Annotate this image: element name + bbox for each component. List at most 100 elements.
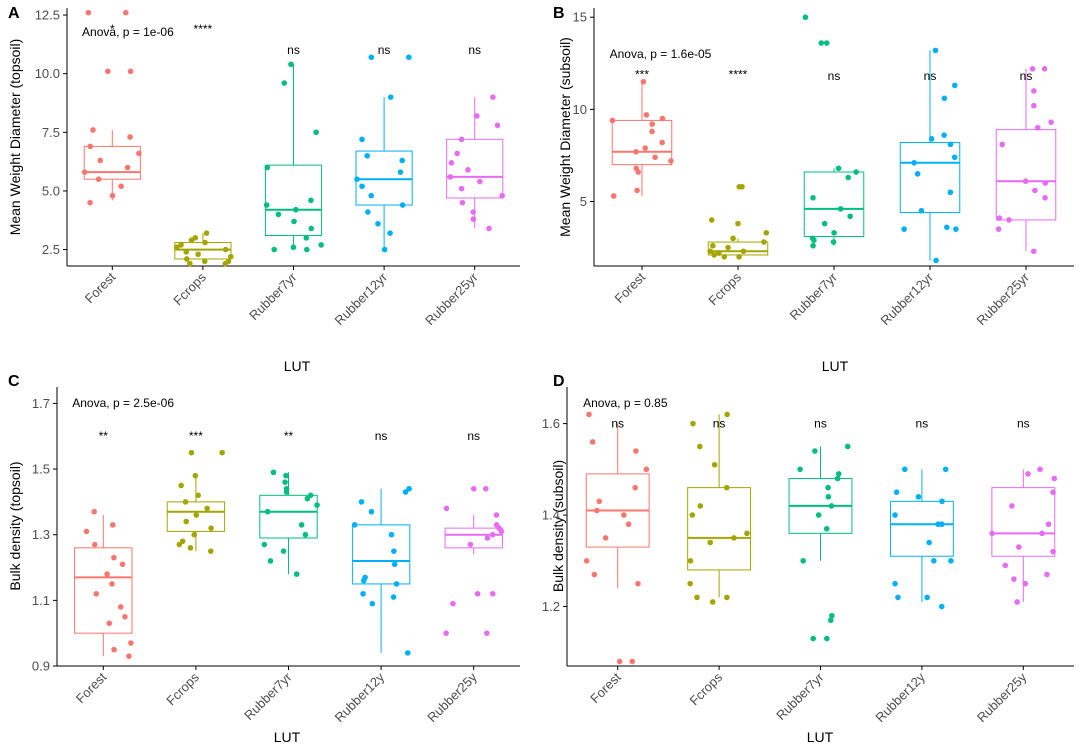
data-point bbox=[470, 209, 476, 215]
data-point bbox=[1011, 576, 1017, 582]
panel-d: D Bulk density (subsoil) LUT 1.2 1.4 1.6 Fores… bbox=[542, 373, 1074, 745]
significance-label: ** bbox=[99, 429, 109, 443]
y-tick-label: 1.7 bbox=[32, 396, 50, 411]
data-point bbox=[831, 230, 837, 236]
significance-label: * bbox=[110, 22, 115, 36]
data-point bbox=[90, 127, 96, 133]
data-point bbox=[926, 539, 932, 546]
box-iqr bbox=[259, 494, 318, 539]
data-point bbox=[1031, 88, 1037, 94]
x-tick-label: Forest bbox=[73, 669, 110, 706]
data-point bbox=[797, 466, 803, 473]
data-point bbox=[835, 471, 842, 477]
data-point bbox=[178, 482, 184, 489]
data-point bbox=[104, 571, 110, 577]
y-tick-label: 15 bbox=[573, 10, 587, 25]
data-point bbox=[388, 531, 395, 538]
data-point bbox=[404, 650, 411, 656]
data-point bbox=[710, 242, 716, 249]
data-point bbox=[493, 512, 500, 518]
data-point bbox=[825, 493, 832, 500]
data-point bbox=[360, 590, 366, 597]
y-tick-label: 1.1 bbox=[32, 593, 50, 608]
y-tick-label: 5 bbox=[580, 194, 587, 209]
significance-label: ns bbox=[378, 43, 391, 57]
box-rubber12y bbox=[889, 469, 954, 602]
data-point bbox=[1045, 521, 1052, 528]
data-point bbox=[659, 139, 665, 146]
data-point bbox=[853, 169, 859, 175]
data-point bbox=[93, 590, 100, 597]
data-point bbox=[1030, 248, 1037, 255]
data-point bbox=[915, 493, 922, 500]
box-rubber25y bbox=[991, 469, 1056, 602]
data-point bbox=[1031, 102, 1037, 109]
data-point bbox=[1039, 530, 1045, 537]
data-point bbox=[275, 211, 282, 218]
data-point bbox=[470, 216, 477, 222]
data-point bbox=[128, 640, 134, 646]
x-tick-label: Rubber7yr bbox=[773, 669, 827, 723]
data-point bbox=[1037, 466, 1043, 473]
data-point bbox=[264, 164, 271, 171]
data-point bbox=[602, 535, 609, 541]
data-point bbox=[635, 169, 641, 175]
data-point bbox=[271, 246, 277, 253]
data-point bbox=[193, 512, 200, 518]
data-point bbox=[105, 68, 111, 75]
x-tick-label: Fcrops bbox=[687, 669, 726, 708]
data-point bbox=[947, 141, 954, 148]
significance-label: ns bbox=[467, 429, 480, 443]
data-point bbox=[118, 183, 124, 190]
data-point bbox=[635, 580, 641, 587]
data-point bbox=[736, 253, 742, 260]
data-point bbox=[208, 525, 214, 531]
data-point bbox=[443, 505, 450, 512]
box-iqr bbox=[444, 527, 503, 549]
data-point bbox=[690, 420, 696, 427]
data-point bbox=[1051, 475, 1058, 482]
data-point bbox=[697, 503, 704, 509]
data-point bbox=[227, 253, 234, 260]
data-point bbox=[740, 248, 747, 255]
data-point bbox=[996, 215, 1003, 221]
data-point bbox=[87, 143, 94, 150]
data-point bbox=[1050, 548, 1056, 555]
data-point bbox=[596, 498, 603, 505]
data-point bbox=[204, 505, 210, 512]
data-point bbox=[1014, 599, 1020, 605]
x-tick-label: Fcrops bbox=[705, 269, 744, 308]
data-point bbox=[391, 561, 398, 568]
data-point bbox=[359, 183, 365, 190]
data-point bbox=[634, 187, 640, 194]
y-tick-label: 10 bbox=[573, 102, 587, 117]
data-point bbox=[810, 635, 816, 642]
x-tick-label: Fcrops bbox=[163, 669, 202, 708]
data-point bbox=[183, 249, 190, 255]
data-point bbox=[498, 528, 505, 535]
data-point bbox=[707, 539, 714, 546]
data-point bbox=[689, 512, 696, 518]
data-point bbox=[892, 512, 898, 518]
data-point bbox=[174, 244, 180, 251]
x-tick-label: Rubber12y bbox=[872, 669, 928, 725]
significance-label: ** bbox=[284, 429, 294, 443]
data-point bbox=[97, 157, 104, 164]
data-point bbox=[195, 492, 201, 499]
data-point bbox=[1050, 489, 1056, 495]
data-point bbox=[87, 199, 93, 206]
data-point bbox=[594, 507, 600, 514]
data-point bbox=[632, 484, 638, 491]
data-point bbox=[399, 202, 406, 208]
data-point bbox=[731, 535, 737, 541]
data-point bbox=[939, 498, 945, 505]
data-point bbox=[304, 246, 310, 253]
data-point bbox=[629, 658, 636, 665]
box-forest bbox=[74, 515, 133, 657]
anova-label: Anova, p = 1.6e-05 bbox=[610, 47, 712, 61]
box-iqr bbox=[74, 547, 133, 634]
data-point bbox=[391, 548, 397, 554]
data-point bbox=[406, 54, 412, 61]
data-point bbox=[122, 613, 128, 620]
y-tick-label: 1.3 bbox=[32, 527, 50, 542]
